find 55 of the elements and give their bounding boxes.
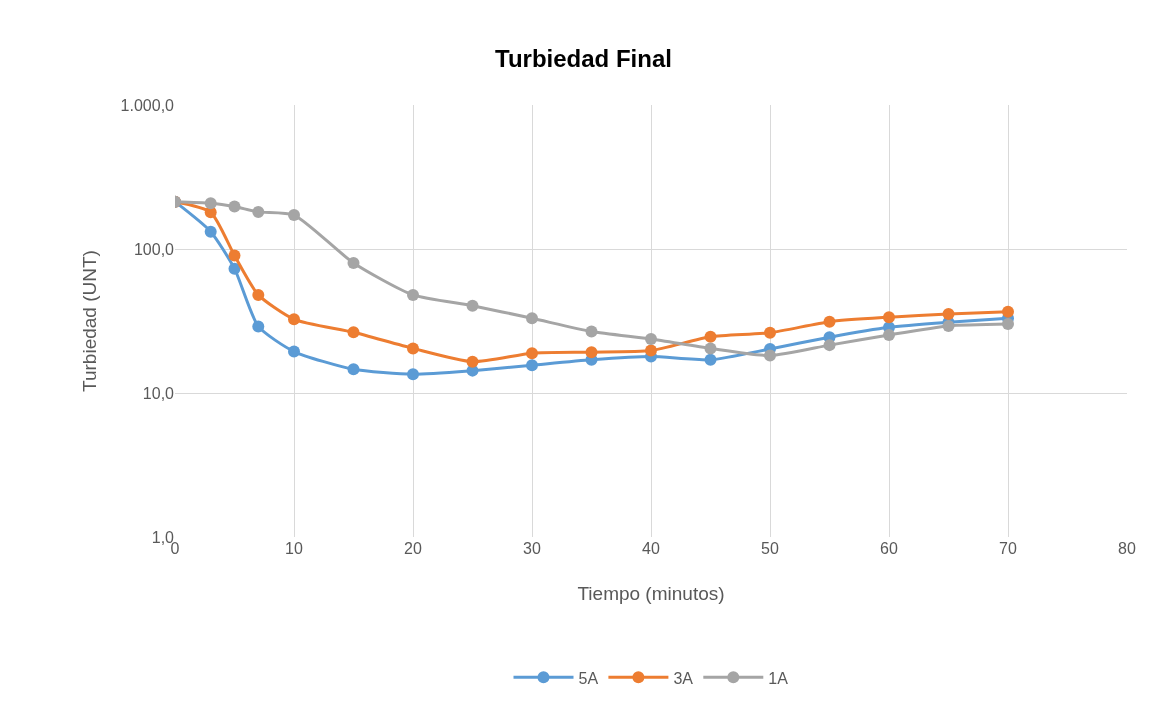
point [704,353,717,366]
point [407,288,419,301]
point [204,197,217,210]
y-tick-label: 100,0 [133,240,175,258]
point [1002,305,1014,318]
point [526,312,538,325]
y-tick-label: 10,0 [142,384,175,402]
point [823,339,836,352]
point [347,326,360,339]
point [407,342,419,355]
point [942,307,955,320]
point [407,368,419,381]
point [764,326,776,339]
point [466,299,479,312]
point [288,345,300,358]
point [228,249,241,262]
point [1002,318,1014,331]
x-tick-label: 70 [999,540,1017,557]
y-tick-label: 1.000,0 [120,96,175,114]
point [704,342,717,355]
point [252,320,265,333]
point [585,325,598,338]
x-tick-label: 40 [642,540,660,557]
x-tick-label: 50 [761,540,779,557]
point [526,359,538,372]
y-axis-title: Turbiedad (UNT) [79,250,101,392]
point [764,349,776,362]
point [252,288,265,301]
point [883,311,895,324]
point [823,315,836,328]
x-tick-label: 20 [404,540,422,557]
x-tick-label: 10 [285,540,303,557]
point [704,330,717,343]
x-tick-label: 80 [1118,540,1136,557]
point [347,256,360,269]
point [228,262,241,275]
point [228,200,241,213]
point [288,209,300,222]
point [585,346,598,359]
point [252,205,265,218]
point [466,355,479,368]
legend-label: 5A [578,669,599,687]
point [204,225,217,238]
x-tick-label: 60 [880,540,898,557]
x-axis-title: Tiempo (minutos) [577,582,725,604]
chart-title: Turbiedad Final [495,44,672,72]
point [347,363,360,376]
legend-label: 3A [673,669,694,687]
point [645,333,657,346]
point [883,328,895,341]
legend-label: 1A [768,669,789,687]
point [645,344,657,357]
point [288,313,300,326]
point [526,347,538,360]
x-tick-label: 30 [523,540,541,557]
